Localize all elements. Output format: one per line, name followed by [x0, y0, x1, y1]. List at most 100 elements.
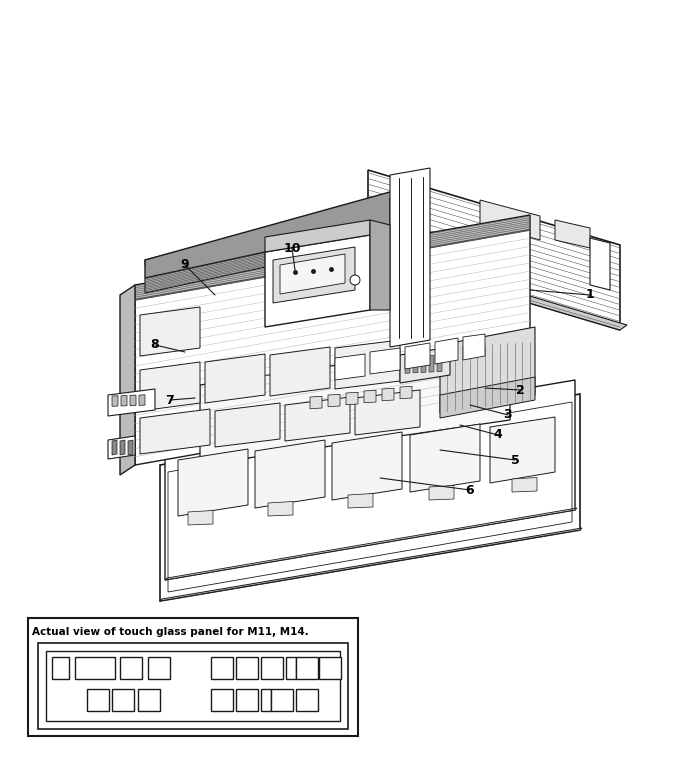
Bar: [211, 689, 233, 711]
Polygon shape: [364, 391, 376, 403]
Polygon shape: [328, 394, 340, 407]
Polygon shape: [390, 188, 415, 245]
Polygon shape: [188, 510, 213, 525]
Polygon shape: [368, 250, 627, 330]
Polygon shape: [370, 220, 390, 310]
Circle shape: [350, 275, 360, 285]
Polygon shape: [335, 340, 400, 389]
Polygon shape: [437, 355, 442, 372]
Text: 7: 7: [166, 394, 174, 407]
Text: 9: 9: [181, 258, 189, 271]
Polygon shape: [165, 380, 575, 580]
Polygon shape: [332, 432, 402, 500]
Polygon shape: [346, 392, 358, 404]
Polygon shape: [370, 348, 400, 374]
Text: 10: 10: [284, 241, 301, 254]
Polygon shape: [200, 340, 510, 465]
Polygon shape: [440, 377, 535, 418]
Polygon shape: [270, 347, 330, 396]
Polygon shape: [440, 327, 535, 413]
Polygon shape: [255, 440, 325, 508]
Text: Actual view of touch glass panel for M11, M14.: Actual view of touch glass panel for M11…: [32, 627, 309, 637]
Bar: [112, 689, 134, 711]
Text: 2: 2: [515, 384, 524, 397]
Polygon shape: [160, 394, 580, 601]
Polygon shape: [405, 343, 430, 369]
Polygon shape: [348, 493, 373, 508]
Polygon shape: [139, 394, 145, 405]
Polygon shape: [145, 225, 390, 293]
Bar: [261, 689, 271, 711]
Bar: [261, 657, 283, 679]
Bar: [271, 689, 293, 711]
Polygon shape: [429, 355, 434, 372]
Bar: [75, 657, 115, 679]
Text: 5: 5: [511, 453, 520, 466]
Polygon shape: [108, 436, 135, 459]
Text: 3: 3: [504, 408, 512, 421]
Polygon shape: [120, 285, 135, 475]
Polygon shape: [368, 170, 620, 330]
Polygon shape: [140, 409, 210, 454]
Polygon shape: [400, 347, 450, 383]
Polygon shape: [273, 247, 355, 303]
Bar: [296, 657, 318, 679]
Polygon shape: [413, 356, 418, 373]
Text: 4: 4: [494, 428, 503, 441]
Polygon shape: [265, 235, 370, 327]
Bar: [236, 657, 258, 679]
Polygon shape: [555, 220, 590, 248]
Polygon shape: [135, 230, 530, 465]
Polygon shape: [120, 440, 125, 455]
Polygon shape: [121, 395, 127, 406]
Bar: [286, 657, 296, 679]
Polygon shape: [285, 397, 350, 441]
Text: 1: 1: [585, 289, 594, 302]
Bar: [211, 657, 233, 679]
Polygon shape: [215, 403, 280, 447]
Text: 6: 6: [466, 483, 475, 496]
Polygon shape: [112, 440, 117, 455]
Bar: [46, 651, 340, 721]
Polygon shape: [400, 386, 412, 398]
Polygon shape: [112, 396, 118, 406]
Bar: [87, 689, 109, 711]
Bar: [138, 689, 160, 711]
Bar: [236, 689, 258, 711]
Polygon shape: [435, 338, 458, 364]
Polygon shape: [405, 357, 410, 373]
Polygon shape: [165, 508, 577, 580]
Bar: [148, 657, 170, 679]
Bar: [296, 689, 318, 711]
Bar: [52, 657, 69, 679]
Polygon shape: [590, 238, 610, 290]
Polygon shape: [310, 396, 322, 409]
Polygon shape: [178, 449, 248, 516]
Polygon shape: [135, 215, 530, 300]
Polygon shape: [145, 185, 415, 278]
Polygon shape: [205, 354, 265, 403]
Polygon shape: [160, 528, 582, 601]
Polygon shape: [145, 188, 415, 265]
Polygon shape: [490, 417, 555, 483]
Polygon shape: [463, 334, 485, 360]
Polygon shape: [382, 388, 394, 401]
Polygon shape: [140, 307, 200, 356]
Polygon shape: [421, 356, 426, 372]
Polygon shape: [429, 486, 454, 500]
Polygon shape: [280, 254, 345, 294]
Bar: [28, 618, 358, 736]
Bar: [38, 643, 348, 729]
Polygon shape: [480, 200, 540, 240]
Bar: [120, 657, 142, 679]
Polygon shape: [268, 502, 293, 516]
Polygon shape: [108, 389, 155, 416]
Text: 8: 8: [151, 339, 159, 352]
Polygon shape: [512, 477, 537, 492]
Polygon shape: [265, 220, 370, 252]
Bar: [319, 657, 341, 679]
Polygon shape: [128, 440, 133, 455]
Polygon shape: [390, 168, 430, 347]
Polygon shape: [130, 395, 136, 406]
Polygon shape: [355, 390, 420, 435]
